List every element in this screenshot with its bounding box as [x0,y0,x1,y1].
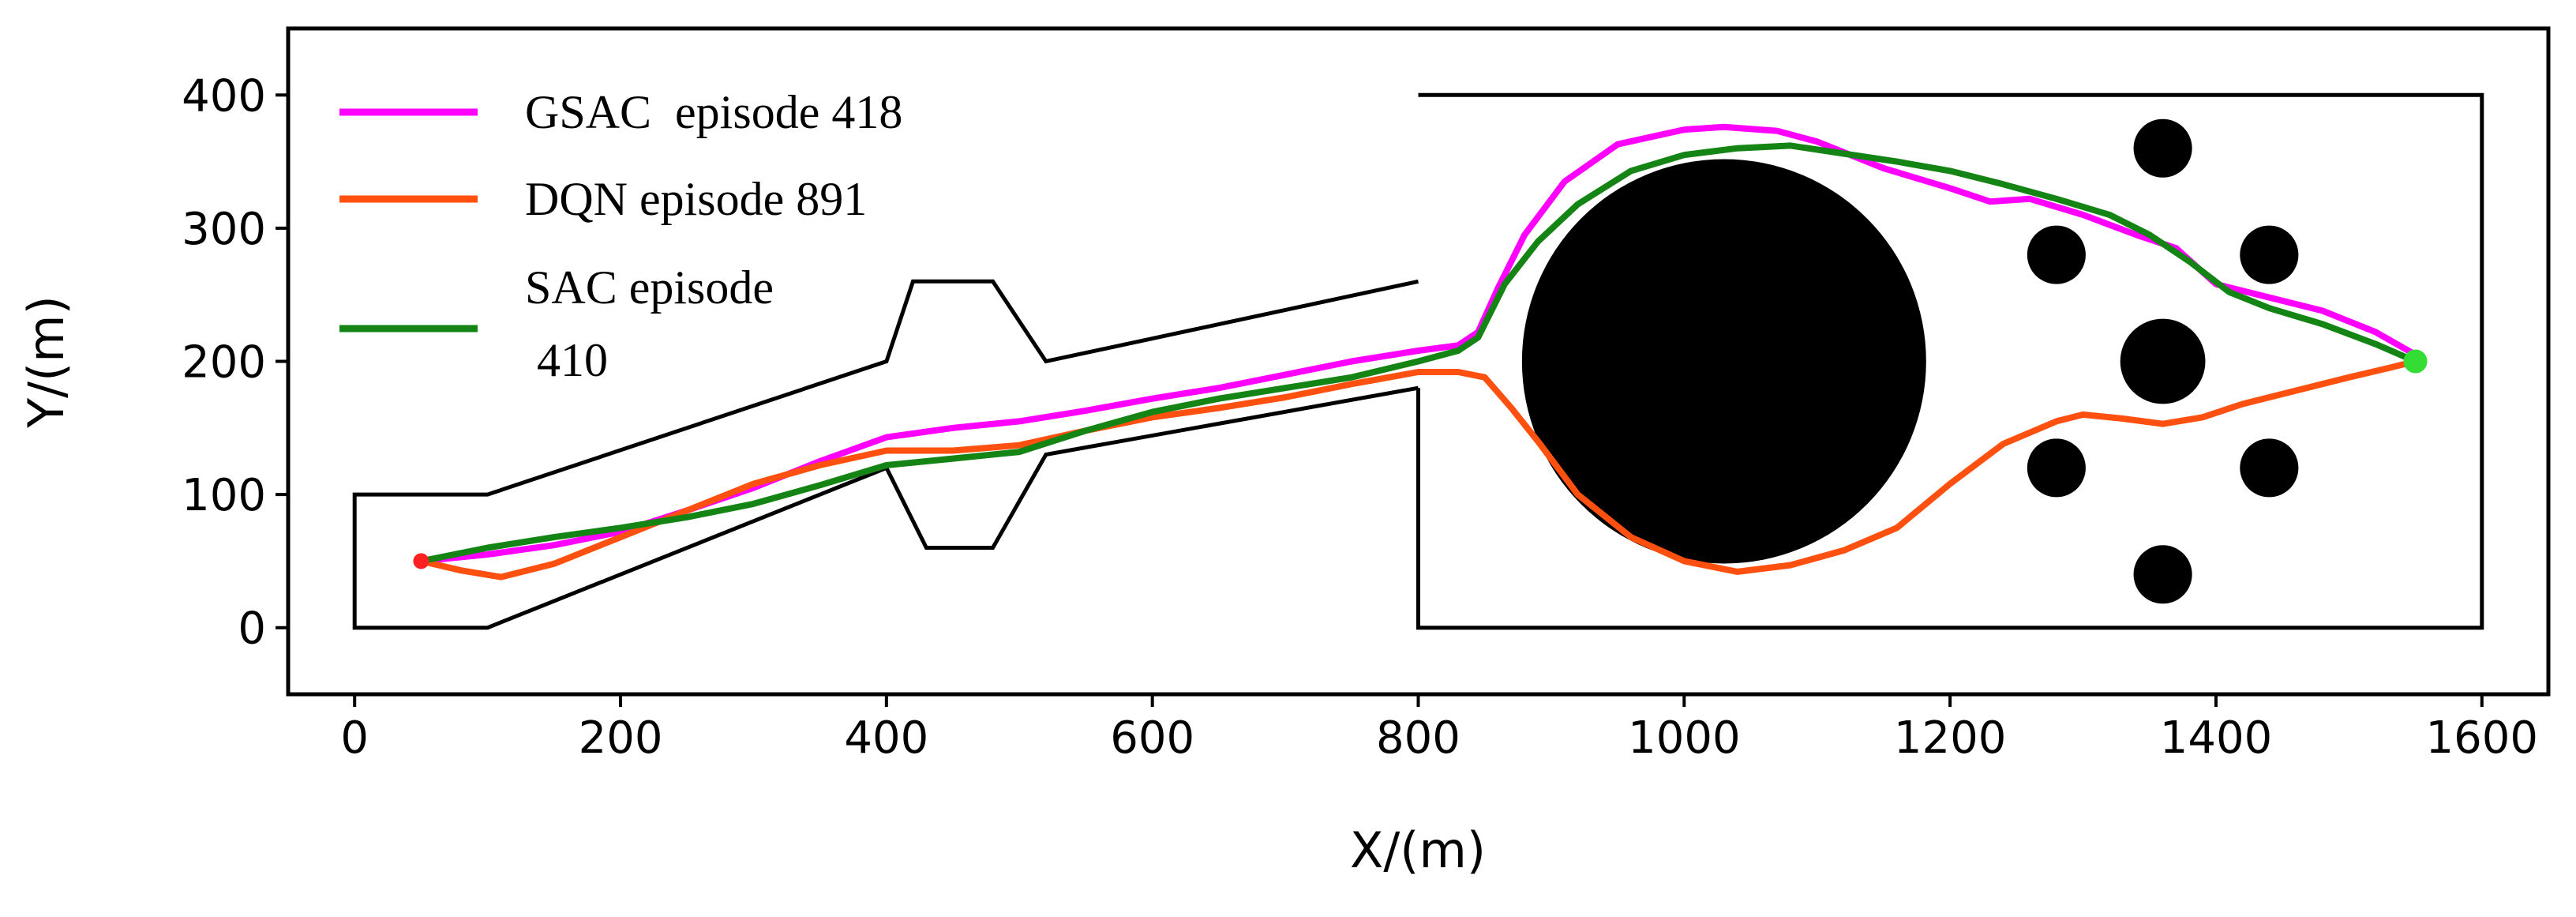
start-marker [413,553,429,569]
x-tick-label-1200: 1200 [1894,712,2007,764]
legend-label-0: GSAC episode 418 [525,86,902,138]
legend: GSAC episode 418 DQN episode 891 SAC episo… [339,86,902,386]
obstacle-1 [2133,118,2192,178]
x-tick-label-1000: 1000 [1628,712,1741,764]
goal-marker [2403,349,2428,374]
y-axis-label: Y/(m) [17,295,75,429]
environment-layer [352,92,2484,630]
series-line-0 [418,123,2419,565]
x-tick-label-800: 800 [1376,712,1460,764]
x-tick-label-1400: 1400 [2160,712,2273,764]
series-line-2 [418,142,2419,565]
obstacle-7 [2133,545,2192,604]
boundary-wall-1 [1416,92,2484,630]
x-tick-label-200: 200 [579,712,663,764]
ticks-layer: 0 200 400 600 800 1000 1200 1400 1600 0 100 200 300 4… [182,70,2538,764]
y-tick-label-100: 100 [182,470,266,521]
obstacle-6 [2240,438,2299,498]
obstacle-0 [1521,159,1926,564]
y-tick-label-400: 400 [182,70,266,122]
series-layer [413,123,2428,581]
x-axis-label: X/(m) [1350,821,1486,879]
obstacle-2 [2027,225,2086,284]
boundary-wall-0 [352,279,1419,630]
obstacle-5 [2027,438,2086,498]
obstacle-3 [2240,225,2299,284]
x-tick-label-600: 600 [1110,712,1194,764]
y-tick-label-200: 200 [182,337,266,389]
x-tick-label-1600: 1600 [2426,712,2539,764]
obstacle-4 [2120,318,2206,404]
series-line-1 [418,358,2419,581]
legend-label-2-0: SAC episode [525,261,774,314]
legend-label-2-1: 410 [525,334,608,386]
x-tick-label-400: 400 [844,712,928,764]
x-tick-label-0: 0 [340,712,369,764]
y-tick-label-300: 300 [182,204,266,255]
y-tick-label-0: 0 [238,603,266,655]
legend-label-1: DQN episode 891 [525,173,867,225]
